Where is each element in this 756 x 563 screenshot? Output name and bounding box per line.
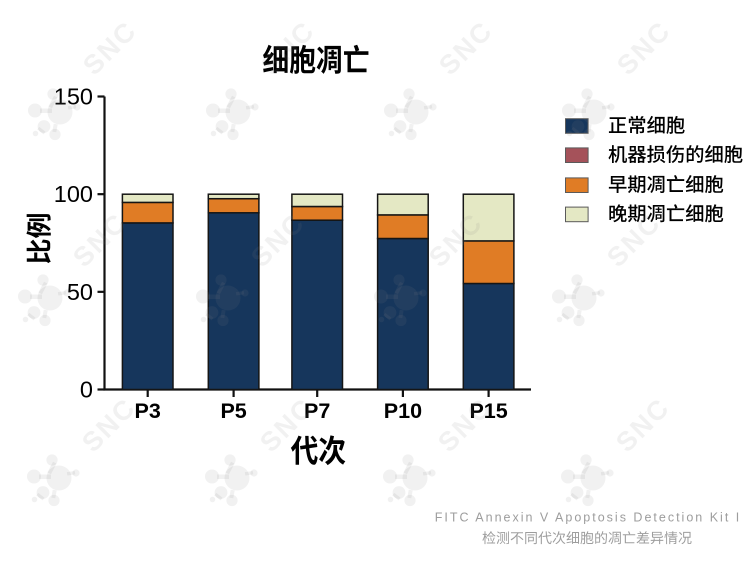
svg-text:P10: P10 — [384, 399, 422, 423]
svg-text:P3: P3 — [135, 399, 161, 423]
svg-text:100: 100 — [54, 181, 93, 207]
svg-text:P7: P7 — [304, 399, 330, 423]
svg-text:FITC Annexin V Apoptosis Detec: FITC Annexin V Apoptosis Detection Kit I — [435, 511, 742, 525]
svg-text:50: 50 — [67, 279, 93, 305]
svg-text:0: 0 — [80, 377, 93, 403]
svg-text:P15: P15 — [469, 399, 507, 423]
svg-text:P5: P5 — [220, 399, 246, 423]
